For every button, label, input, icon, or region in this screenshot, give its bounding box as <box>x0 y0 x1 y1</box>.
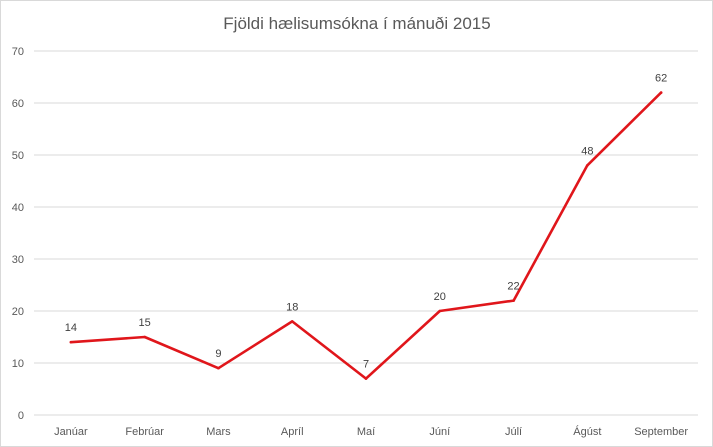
x-tick-label: Apríl <box>281 426 304 438</box>
data-point <box>217 366 220 370</box>
data-label: 7 <box>363 359 369 371</box>
x-tick-label: September <box>634 426 688 438</box>
y-axis-ticks: 0 10 20 30 40 50 60 70 <box>12 46 24 422</box>
data-point <box>364 377 368 380</box>
y-tick-label: 30 <box>12 254 24 266</box>
x-tick-label: Mars <box>206 426 231 438</box>
data-label: 22 <box>507 281 519 293</box>
chart-title: Fjöldi hælisumsókna í mánuði 2015 <box>223 14 490 33</box>
data-point <box>438 309 442 313</box>
data-label: 9 <box>215 348 221 360</box>
x-axis-ticks: Janúar Febrúar Mars Apríl Maí Júní Júlí Ágúst Se… <box>54 425 688 438</box>
y-tick-label: 10 <box>12 358 24 370</box>
y-tick-label: 50 <box>12 150 24 162</box>
x-tick-label: Ágúst <box>573 425 601 438</box>
y-tick-label: 0 <box>18 410 24 422</box>
data-label: 15 <box>139 317 151 329</box>
series-layer <box>69 91 663 380</box>
data-point <box>659 91 663 94</box>
x-tick-label: Febrúar <box>125 426 164 438</box>
data-label: 18 <box>286 301 298 313</box>
data-labels: 14 15 9 18 7 20 22 48 62 <box>65 73 667 371</box>
gridlines <box>34 50 698 416</box>
data-label: 62 <box>655 73 667 85</box>
data-point <box>69 340 73 344</box>
x-tick-label: Maí <box>357 426 375 438</box>
y-tick-label: 20 <box>12 306 24 318</box>
x-tick-label: Júlí <box>505 426 522 438</box>
y-tick-label: 40 <box>12 202 24 214</box>
data-label: 14 <box>65 322 77 334</box>
data-point <box>512 299 515 302</box>
y-tick-label: 70 <box>12 46 24 58</box>
data-label: 48 <box>581 145 593 157</box>
data-point <box>586 164 589 167</box>
y-tick-label: 60 <box>12 98 24 110</box>
data-point <box>290 320 294 323</box>
data-point <box>143 335 146 339</box>
x-tick-label: Júní <box>429 426 450 438</box>
x-tick-label: Janúar <box>54 426 88 438</box>
series-line <box>69 91 663 380</box>
data-label: 20 <box>434 291 446 303</box>
